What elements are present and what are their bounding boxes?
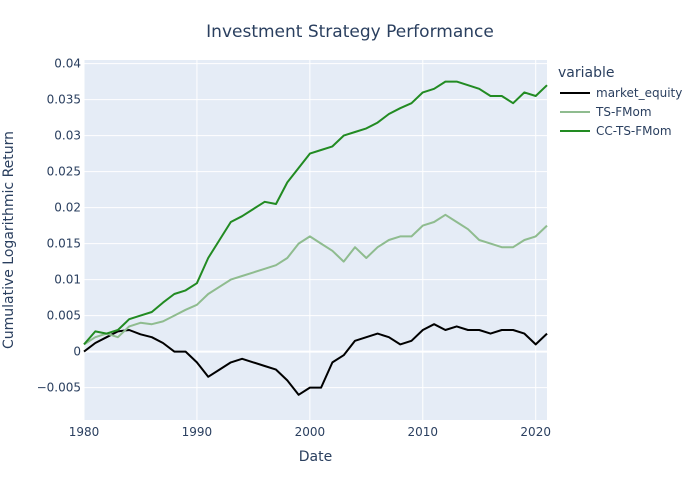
legend-title: variable	[558, 65, 614, 81]
y-tick-label: 0.04	[54, 57, 81, 71]
y-tick-label: 0.02	[54, 201, 81, 215]
series-line-TS-FMom	[83, 213, 548, 346]
series-line-market_equity	[83, 323, 548, 396]
y-tick-label: 0.025	[47, 165, 81, 179]
x-tick-label: 1990	[182, 425, 213, 439]
y-tick-label: 0	[73, 345, 81, 359]
legend-entry-label: market_equity	[596, 86, 682, 100]
x-tick-label: 2000	[295, 425, 326, 439]
legend-entry-label: CC-TS-FMom	[596, 124, 672, 138]
y-tick-label: 0.015	[47, 237, 81, 251]
x-axis-ticks: 1980 1990 2000 2010 2020	[69, 425, 551, 439]
y-tick-label: −0.005	[37, 381, 81, 395]
x-tick-label: 1980	[69, 425, 100, 439]
x-tick-label: 2010	[408, 425, 439, 439]
series-line-CC-TS-FMom	[83, 80, 548, 346]
x-tick-label: 2020	[520, 425, 551, 439]
chart-title: Investment Strategy Performance	[206, 22, 494, 42]
y-axis-ticks: −0.005 0 0.005 0.01 0.015 0.02 0.025 0.03 0.035 0…	[37, 57, 81, 395]
y-tick-label: 0.03	[54, 129, 81, 143]
y-tick-label: 0.035	[47, 93, 81, 107]
y-tick-label: 0.005	[47, 309, 81, 323]
legend: variable market_equity TS-FMom CC-TS-FMom	[558, 65, 682, 138]
y-tick-label: 0.01	[54, 273, 81, 287]
series-layer	[83, 80, 548, 396]
x-axis-title: Date	[299, 449, 332, 465]
legend-entry-label: TS-FMom	[595, 105, 652, 119]
grid-lines	[83, 60, 547, 420]
y-axis-title: Cumulative Logarithmic Return	[1, 131, 17, 349]
